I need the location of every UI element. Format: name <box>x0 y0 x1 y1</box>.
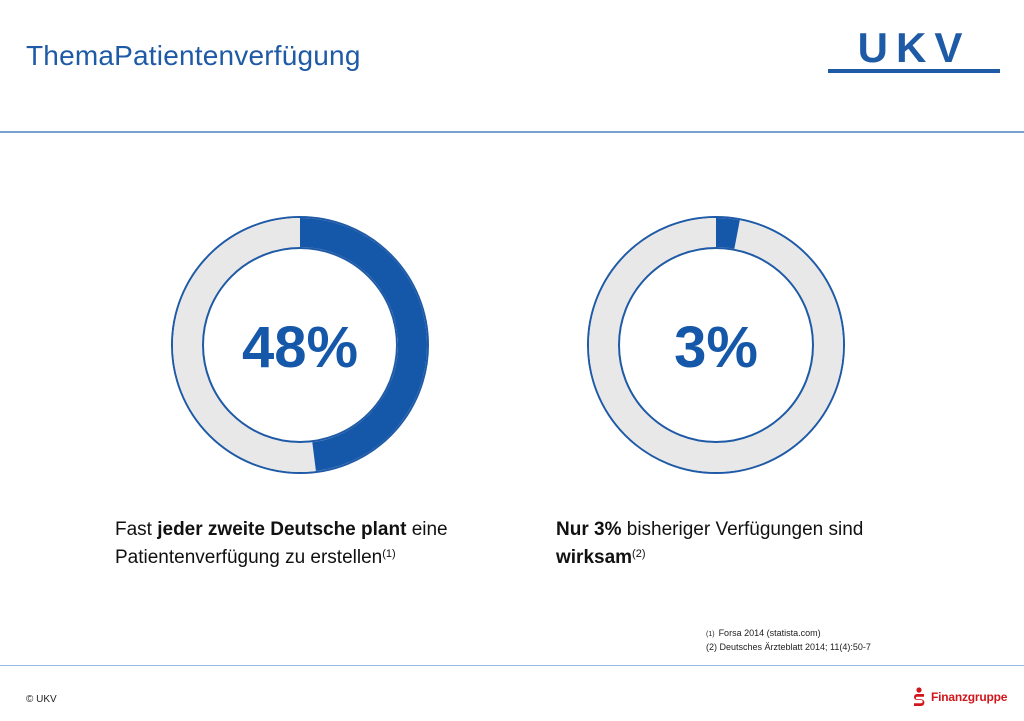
sparkasse-label: Finanzgruppe <box>931 690 1008 704</box>
caption-left: Fast jeder zweite Deutsche plant eine Pa… <box>115 517 495 570</box>
footnote-ref: (1) <box>382 548 396 560</box>
donut-track <box>173 218 316 472</box>
footnote-ref: (2) <box>632 548 646 560</box>
donut-svg-2: 3% <box>587 216 845 474</box>
donut-chart-1: 48% <box>160 205 440 485</box>
sparkasse-logo: Finanzgruppe <box>912 686 1007 708</box>
footnote-marker: (1) <box>706 631 715 638</box>
caption-bold: jeder zweite Deutsche plant <box>157 519 407 540</box>
footnote-1: (1) Forsa 2014 (statista.com) <box>706 627 871 641</box>
donut-inner-ring <box>618 247 814 443</box>
ukv-logo: UKV <box>828 26 1000 73</box>
footnote-text: Forsa 2014 (statista.com) <box>718 628 821 638</box>
donut-value-label: 48% <box>242 315 358 380</box>
copyright: © UKV <box>26 694 57 705</box>
donut-value-label: 3% <box>674 315 758 380</box>
donut-outer-ring <box>587 216 845 474</box>
caption-bold: wirksam <box>556 547 633 568</box>
caption-right: Nur 3% bisheriger Verfügungen sind wirks… <box>556 517 896 570</box>
caption-text: eine Patientenverfügung zu erstellen <box>115 519 448 568</box>
caption-text: bisheriger Verfügungen sind <box>621 519 864 540</box>
logo-text: UKV <box>858 26 971 71</box>
donut-chart-2: 3% <box>576 205 856 485</box>
caption-bold: Nur 3% <box>556 519 622 540</box>
footer-divider <box>0 665 1024 666</box>
footnote-2: (2) Deutsches Ärzteblatt 2014; 11(4):50-… <box>706 642 871 652</box>
header-divider <box>0 131 1024 133</box>
donut-outer-ring <box>171 216 429 474</box>
page-title: ThemaPatientenverfügung <box>26 40 361 71</box>
caption-text: Fast <box>115 519 158 540</box>
donut-svg-1: 48% <box>171 216 429 474</box>
footnotes: (1) Forsa 2014 (statista.com) (2) Deutsch… <box>706 627 871 653</box>
donut-inner-ring <box>202 247 398 443</box>
sparkasse-s-icon <box>914 687 925 706</box>
donut-segment-value <box>300 218 428 471</box>
donut-segment-value <box>716 218 740 249</box>
